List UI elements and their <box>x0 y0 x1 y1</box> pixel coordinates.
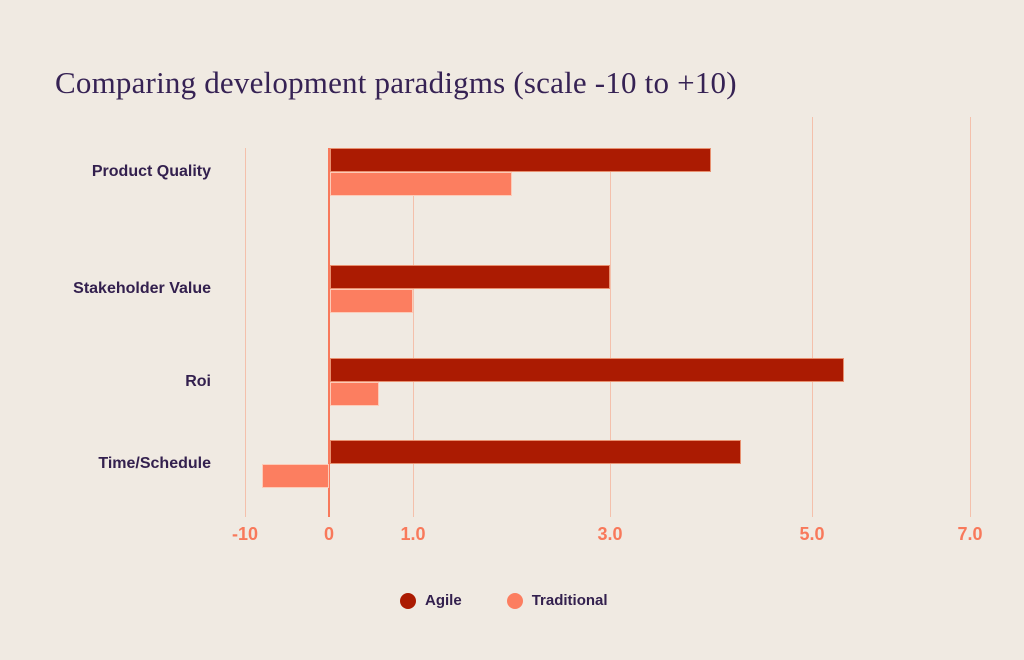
bar-stakeholder-value-agile <box>330 265 610 289</box>
bar-roi-agile <box>330 358 844 382</box>
chart-title: Comparing development paradigms (scale -… <box>55 64 737 100</box>
category-label-stakeholder-value: Stakeholder Value <box>73 280 211 297</box>
gridline-1-0 <box>413 148 414 517</box>
legend-dot-traditional <box>506 592 523 609</box>
gridline-3-0 <box>610 148 611 517</box>
legend: Agile Traditional <box>400 592 608 609</box>
x-tick-label-5-0: 5.0 <box>799 524 825 544</box>
x-tick-label-7-0: 7.0 <box>957 524 983 544</box>
legend-item-traditional: Traditional <box>506 592 608 609</box>
category-label-roi: Roi <box>185 373 211 390</box>
category-label-product-quality: Product Quality <box>91 163 211 180</box>
bar-stakeholder-value-traditional <box>330 289 413 313</box>
legend-dot-agile <box>400 592 416 609</box>
legend-label-agile: Agile <box>425 592 462 609</box>
x-tick-label-3-0: 3.0 <box>597 524 623 544</box>
legend-label-traditional: Traditional <box>531 592 608 609</box>
x-tick-label-0: 0 <box>323 524 335 544</box>
gridline-7-0 <box>970 117 971 517</box>
bar-product-quality-agile <box>330 148 711 172</box>
x-tick-label-10: -10 <box>231 524 259 544</box>
x-tick-label-1-0: 1.0 <box>400 524 426 544</box>
bar-roi-traditional <box>330 382 380 406</box>
bar-time-schedule-traditional <box>261 464 329 488</box>
gridline-10 <box>245 148 246 517</box>
gridline-5-0 <box>812 117 813 517</box>
bar-product-quality-traditional <box>330 172 512 196</box>
legend-item-agile: Agile <box>400 592 462 609</box>
category-label-time-schedule: Time/Schedule <box>98 455 211 472</box>
bar-time-schedule-agile <box>330 440 742 464</box>
gridline-0 <box>328 148 330 517</box>
